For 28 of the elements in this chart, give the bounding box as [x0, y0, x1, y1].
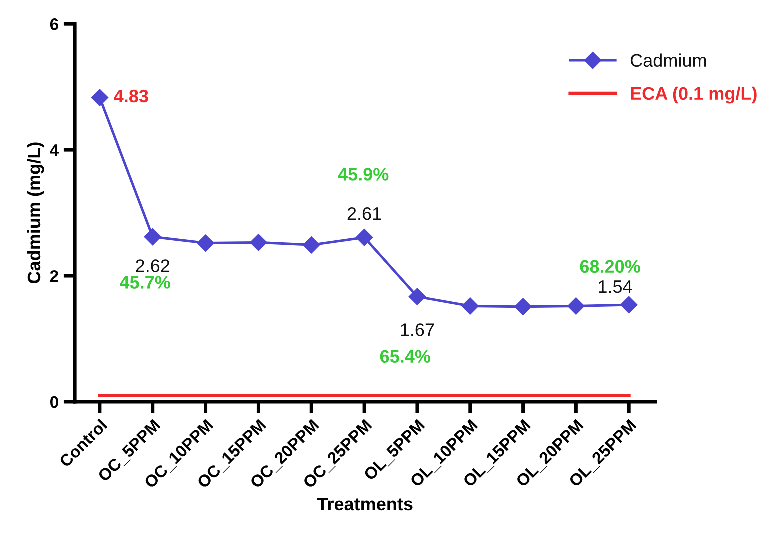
- annotation: 1.54: [599, 280, 632, 294]
- point: [462, 298, 479, 315]
- point: [303, 236, 320, 254]
- x-axis-title: Treatments: [317, 498, 413, 511]
- y-axis-title: Cadmium (mg/L): [27, 142, 44, 284]
- point: [408, 288, 426, 306]
- annotation: 45.7%: [120, 276, 170, 289]
- annotation: 2.62: [136, 260, 170, 272]
- point: [514, 298, 532, 316]
- point: [91, 89, 108, 106]
- point: [144, 228, 162, 246]
- annotation: 68.20%: [580, 260, 640, 274]
- legend-label: ECA (0.1 mg/L): [631, 86, 757, 104]
- point: [356, 229, 374, 246]
- point: [620, 296, 638, 314]
- annotation: 2.61: [348, 207, 382, 220]
- y-tick-label: 4: [50, 144, 60, 156]
- annotation: 1.67: [401, 324, 434, 336]
- y-tick-label: 2: [50, 270, 58, 282]
- point: [197, 234, 214, 252]
- y-tick-label: 0: [50, 396, 58, 408]
- legend-label: Cadmium: [630, 54, 706, 68]
- point: [568, 298, 585, 315]
- point: [250, 234, 268, 252]
- annotation: 65.4%: [380, 350, 431, 364]
- annotation: 4.83: [114, 90, 148, 103]
- y-tick-label: 6: [50, 18, 59, 30]
- annotation: 45.9%: [338, 168, 389, 181]
